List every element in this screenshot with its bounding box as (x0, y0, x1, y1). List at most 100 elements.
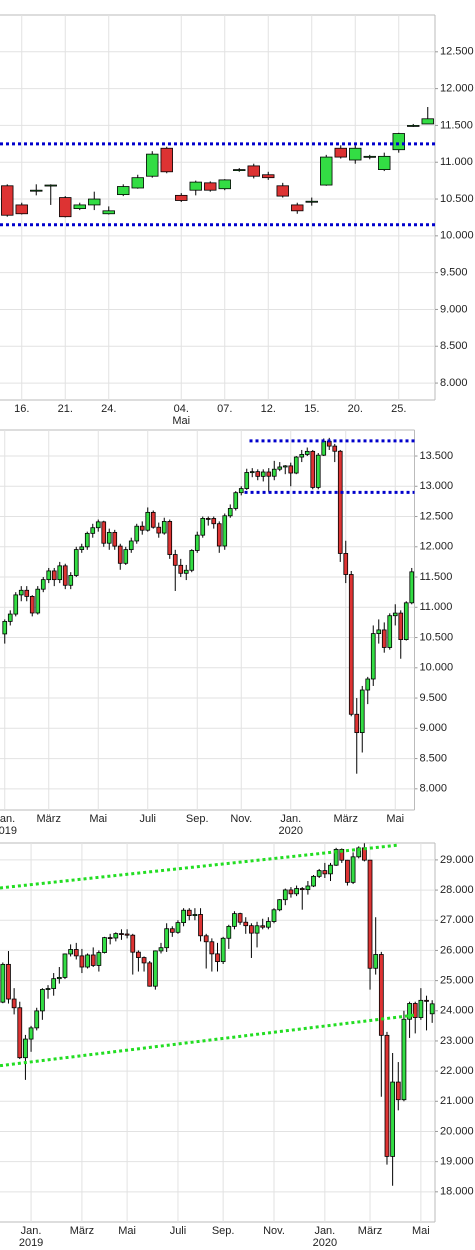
candle-body (79, 546, 85, 550)
candle-body (373, 954, 379, 969)
candle-body (376, 629, 382, 635)
candle-body (293, 456, 299, 474)
candle-body (392, 612, 398, 617)
candle-body (141, 957, 147, 964)
y-tick-label: 10.000 (440, 230, 474, 242)
y-tick-label: 28.000 (440, 884, 474, 896)
candle-body (226, 925, 232, 939)
candle-body (119, 933, 124, 935)
candle-body (101, 521, 107, 544)
candle-body (370, 633, 376, 680)
candle-body (17, 1007, 23, 1059)
y-tick-label: 27.000 (440, 914, 474, 926)
candle-body (40, 579, 46, 590)
candle-body (131, 177, 144, 189)
x-tick-label: Nov. (230, 813, 252, 825)
candle-body (164, 928, 170, 949)
trend-line (0, 843, 399, 890)
candle-body (181, 909, 186, 924)
y-tick-label: 26.000 (440, 944, 474, 956)
candle-body (7, 613, 13, 622)
x-tick-label: 20. (348, 403, 363, 415)
candle-body (152, 950, 158, 987)
candle-body (320, 156, 333, 186)
y-tick-label: 13.000 (420, 480, 454, 492)
candle-body (102, 210, 115, 215)
x-tick-label: Juli (139, 813, 156, 825)
x-tick-label: 24. (101, 403, 116, 415)
candle-body (288, 465, 294, 474)
candle-body (310, 450, 316, 488)
candle-body (407, 1003, 412, 1020)
candle-body (218, 179, 231, 190)
candle-body (130, 934, 136, 953)
candle-body (216, 523, 222, 547)
candle-body (117, 545, 123, 564)
candle-body (271, 468, 277, 477)
candle-body (249, 925, 254, 934)
candle-body (73, 949, 79, 957)
candle-body (35, 588, 41, 614)
candle-body (291, 204, 304, 212)
candle-body (367, 859, 373, 969)
candle-body (244, 472, 250, 489)
x-tick-label: Mai (118, 1225, 136, 1237)
candle-body (378, 954, 384, 1036)
candle-body (277, 899, 283, 911)
candle-body (328, 864, 333, 875)
candle-body (262, 174, 275, 179)
candle-body (407, 125, 420, 127)
candle-body (123, 549, 129, 564)
candle-body (0, 963, 6, 1003)
x-tick-label: März (70, 1225, 94, 1237)
candle-body (232, 913, 237, 927)
x-tick-label: Jan. (21, 1225, 42, 1237)
candle-body (299, 888, 305, 891)
candle-body (316, 870, 322, 877)
candle-body (136, 951, 141, 958)
candle-body (62, 565, 68, 586)
candle-body (183, 569, 189, 574)
y-tick-label: 12.000 (420, 541, 454, 553)
candle-body (332, 445, 338, 452)
y-tick-label: 9.500 (420, 692, 448, 704)
candle-body (271, 909, 277, 922)
candle-body (106, 531, 112, 544)
candle-body (305, 200, 318, 203)
candle-body (73, 204, 86, 210)
candle-body (30, 189, 43, 192)
y-tick-label: 12.500 (440, 46, 474, 58)
candle-body (62, 953, 68, 978)
candle-body (117, 186, 130, 196)
candle-body (34, 1010, 40, 1029)
y-tick-label: 8.500 (440, 340, 468, 352)
y-tick-label: 25.000 (440, 975, 474, 987)
candle-body (128, 540, 134, 551)
candle-body (211, 518, 217, 525)
candle-body (321, 440, 327, 456)
candle-body (381, 629, 387, 648)
y-tick-label: 21.000 (440, 1095, 474, 1107)
y-tick-label: 11.500 (440, 119, 473, 131)
candle-body (198, 914, 203, 937)
y-tick-label: 11.000 (440, 156, 473, 168)
x-tick-label: Jan. (280, 813, 301, 825)
candle-body (237, 913, 243, 923)
candle-body (403, 602, 409, 641)
candle-body (160, 147, 173, 173)
y-tick-label: 8.500 (420, 752, 448, 764)
candle-body (51, 570, 57, 581)
y-tick-label: 9.500 (440, 267, 468, 279)
candle-body (95, 521, 101, 529)
candle-body (139, 525, 145, 531)
candle-body (227, 508, 233, 517)
y-tick-label: 10.500 (440, 193, 474, 205)
candle-body (276, 185, 289, 197)
candle-body (51, 978, 57, 989)
candle-body (288, 889, 294, 895)
candle-body (424, 999, 429, 1002)
x-tick-sublabel: 2019 (0, 825, 17, 837)
x-tick-label: 07. (217, 403, 232, 415)
x-tick-label: März (358, 1225, 382, 1237)
y-tick-label: 23.000 (440, 1035, 474, 1047)
